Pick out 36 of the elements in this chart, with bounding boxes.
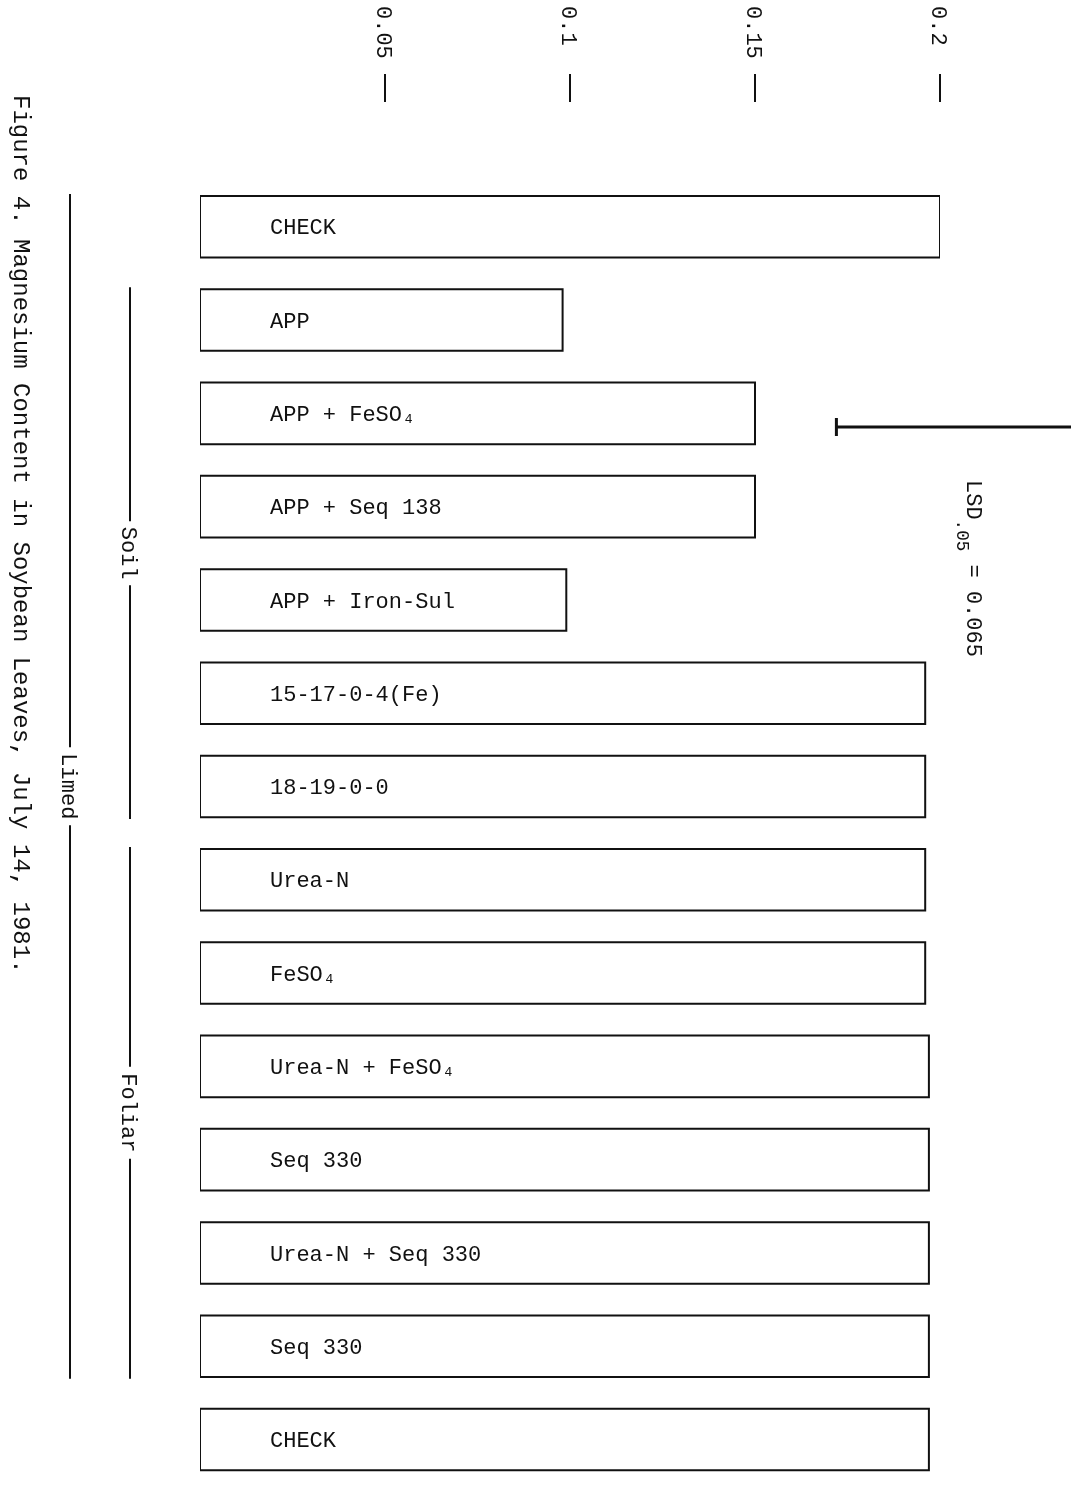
y-tick-label: Urea-N + Seq 330: [270, 1242, 482, 1268]
bar: [200, 474, 756, 539]
y-tick-label: CHECK: [270, 1429, 337, 1455]
text: Limed: [55, 753, 81, 820]
bar: [200, 1034, 930, 1099]
y-tick-label: 15-17-0-4(Fe): [270, 682, 442, 708]
bar: [200, 381, 756, 446]
x-tick-label: 0.2: [925, 6, 951, 46]
bar: [200, 1221, 930, 1285]
bar: [200, 568, 568, 632]
bar: [200, 288, 564, 352]
y-tick-label: Seq 330: [270, 1335, 363, 1361]
x-tick-label: 0.05: [370, 6, 396, 59]
x-tick-label: 0.15: [740, 6, 766, 59]
bar: [200, 941, 927, 1005]
bar: [200, 1407, 930, 1472]
bar: [200, 195, 940, 259]
y-tick-label: Urea-N + FeSO₄: [270, 1056, 455, 1082]
bar: [200, 848, 927, 912]
bar: [200, 1127, 930, 1192]
y-tick-label: APP + Seq 138: [270, 496, 442, 522]
bar: [200, 754, 927, 819]
y-tick-label: APP + Iron-Sul: [270, 589, 455, 615]
y-tick-label: FeSO₄: [270, 962, 337, 988]
x-tick-label: 0.1: [555, 6, 581, 46]
y-tick-label: Urea-N: [270, 869, 350, 895]
y-tick-label: CHECK: [270, 216, 337, 242]
y-tick-label: Seq 330: [270, 1149, 363, 1175]
text: Figure 4. Magnesium Content in Soybean Leaves, July 14, 1981.: [6, 95, 34, 974]
y-tick-label: APP + FeSO₄: [270, 403, 416, 429]
text: Foliar: [115, 1073, 141, 1153]
text: Soil: [115, 526, 141, 580]
y-tick-label: APP: [270, 309, 310, 335]
bar: [200, 1314, 930, 1378]
y-tick-label: 18-19-0-0: [270, 776, 389, 802]
bar: [200, 661, 927, 725]
